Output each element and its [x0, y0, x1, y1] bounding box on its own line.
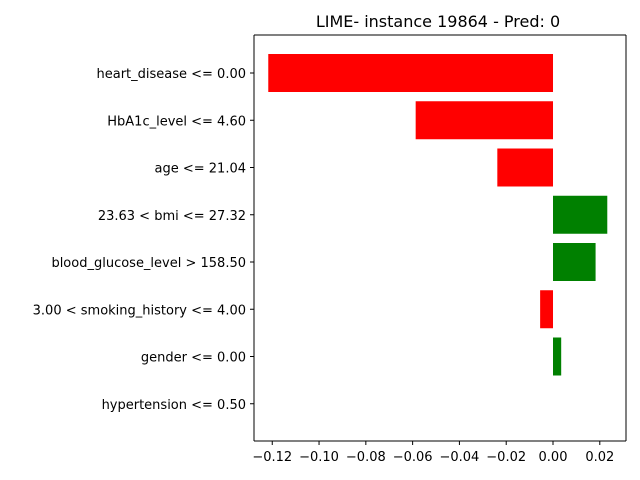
y-tick-labels: heart_disease <= 0.00 HbA1c_level <= 4.60… — [33, 67, 254, 413]
y-tick-label: age <= 21.04 — [155, 162, 246, 177]
x-tick-label: 0.00 — [539, 450, 568, 465]
bar-6 — [553, 337, 562, 376]
y-tick-label: heart_disease <= 0.00 — [96, 67, 246, 82]
y-tick-label: gender <= 0.00 — [141, 351, 246, 366]
bar-3 — [553, 195, 608, 234]
bar-0 — [268, 54, 554, 92]
x-tick-label: −0.06 — [393, 450, 433, 465]
chart-title: LIME- instance 19864 - Pred: 0 — [316, 12, 560, 31]
x-tick-label: −0.12 — [252, 450, 292, 465]
x-tick-label: −0.10 — [299, 450, 339, 465]
x-tick-label: −0.08 — [346, 450, 386, 465]
bars-layer — [268, 54, 608, 376]
bar-4 — [553, 243, 596, 281]
x-tick-label: 0.02 — [585, 450, 614, 465]
x-axis-ticks: −0.12 −0.10 −0.08 −0.06 −0.04 −0.02 0.00 0.02 — [252, 441, 614, 465]
bar-1 — [415, 101, 554, 140]
bar-2 — [497, 148, 554, 187]
axes-frame — [253, 34, 627, 442]
bar-5 — [540, 290, 554, 329]
x-tick-label: −0.02 — [486, 450, 526, 465]
y-tick-label: HbA1c_level <= 4.60 — [107, 114, 246, 129]
y-tick-label: blood_glucose_level > 158.50 — [51, 256, 246, 271]
x-tick-label: −0.04 — [439, 450, 479, 465]
y-tick-label: hypertension <= 0.50 — [102, 398, 246, 413]
y-tick-label: 3.00 < smoking_history <= 4.00 — [33, 303, 246, 318]
y-tick-label: 23.63 < bmi <= 27.32 — [98, 209, 246, 224]
